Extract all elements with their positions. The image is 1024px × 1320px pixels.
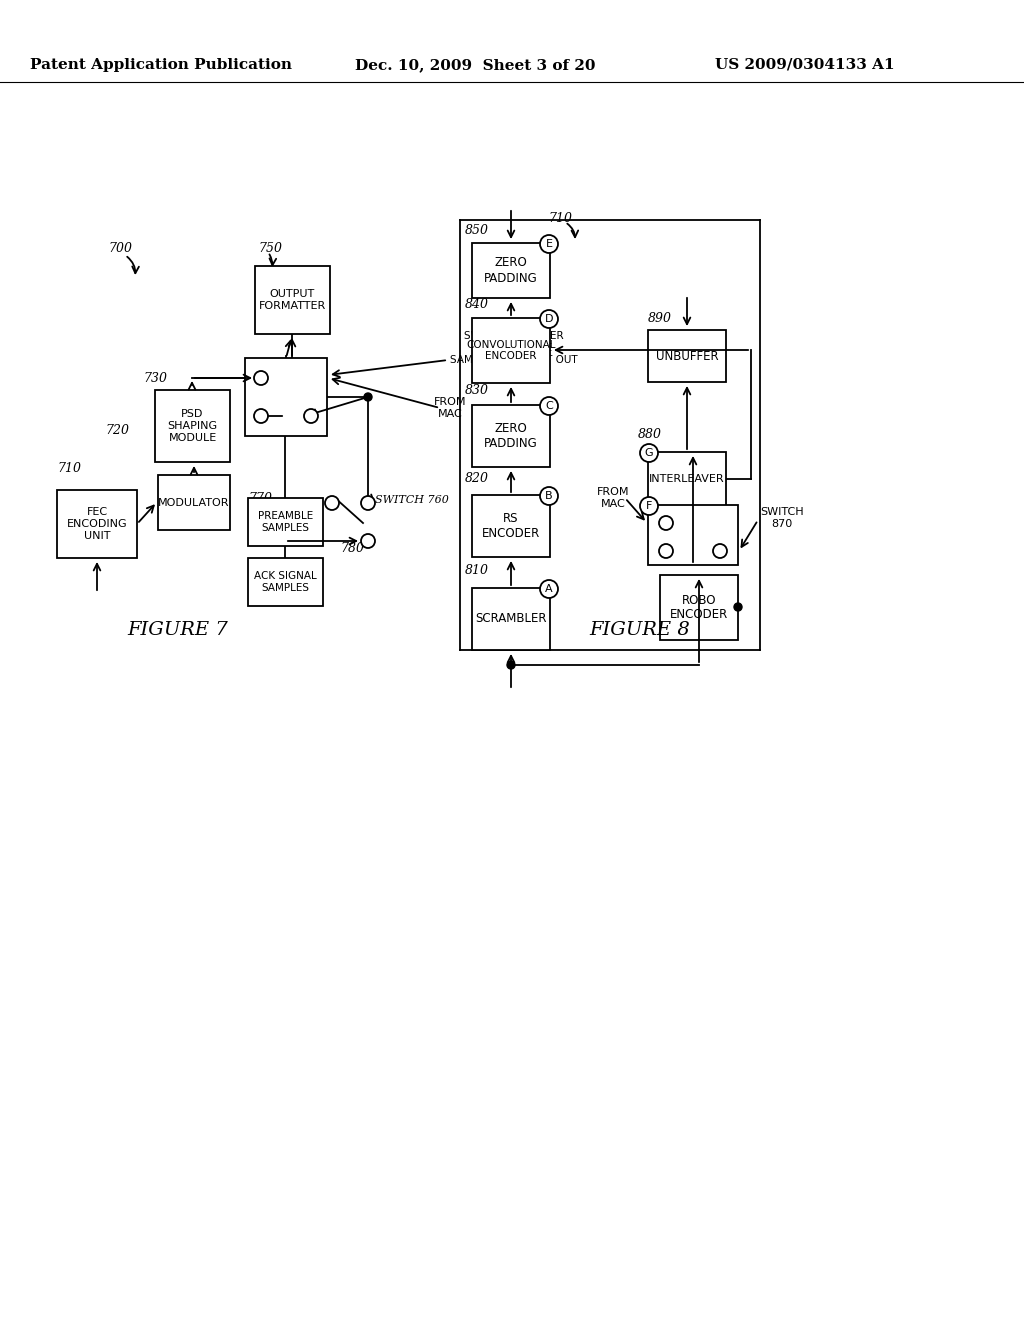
Text: PSD
SHAPING
MODULE: PSD SHAPING MODULE [168, 409, 217, 442]
Circle shape [364, 393, 372, 401]
Text: RS
ENCODER: RS ENCODER [482, 512, 540, 540]
Text: 710: 710 [57, 462, 81, 474]
Bar [255, 267, 330, 334]
Text: ACK SIGNAL
SAMPLES: ACK SIGNAL SAMPLES [254, 572, 316, 593]
Text: 700: 700 [108, 242, 132, 255]
Circle shape [540, 235, 558, 253]
Circle shape [507, 661, 515, 669]
Text: FROM
MAC: FROM MAC [434, 397, 466, 418]
Bar [660, 576, 738, 640]
Bar [158, 475, 230, 531]
Text: E: E [546, 239, 553, 249]
Text: Dec. 10, 2009  Sheet 3 of 20: Dec. 10, 2009 Sheet 3 of 20 [355, 58, 596, 73]
Bar [472, 587, 550, 649]
Text: SWITCH 760: SWITCH 760 [375, 495, 449, 506]
Text: 720: 720 [105, 424, 129, 437]
Bar [472, 405, 550, 467]
Text: B: B [545, 491, 553, 502]
Text: FROM
MAC: FROM MAC [597, 487, 630, 508]
Circle shape [540, 397, 558, 414]
Text: 850: 850 [465, 223, 489, 236]
Text: SCRAMBLER: SCRAMBLER [475, 612, 547, 626]
Bar [155, 389, 230, 462]
Bar [472, 495, 550, 557]
Text: G: G [645, 447, 653, 458]
Text: ROBO
ENCODER: ROBO ENCODER [670, 594, 728, 622]
Circle shape [640, 498, 658, 515]
Bar [648, 506, 738, 565]
Bar [245, 358, 327, 436]
Text: 750: 750 [258, 242, 282, 255]
Text: 830: 830 [465, 384, 489, 396]
Circle shape [540, 310, 558, 327]
Text: PREAMBLE
SAMPLES: PREAMBLE SAMPLES [258, 511, 313, 533]
Circle shape [254, 371, 268, 385]
Text: CONVOLUTIONAL
ENCODER: CONVOLUTIONAL ENCODER [466, 339, 556, 362]
Circle shape [540, 579, 558, 598]
Circle shape [540, 487, 558, 506]
Text: OUTPUT
FORMATTER: OUTPUT FORMATTER [259, 289, 326, 310]
Text: D: D [545, 314, 553, 323]
Bar [648, 330, 726, 381]
Circle shape [659, 544, 673, 558]
Bar [472, 243, 550, 298]
Text: ZERO
PADDING: ZERO PADDING [484, 422, 538, 450]
Circle shape [640, 444, 658, 462]
Text: SWITCH
870: SWITCH 870 [760, 507, 804, 529]
Text: A: A [545, 583, 553, 594]
Circle shape [361, 535, 375, 548]
Text: FIGURE 7: FIGURE 7 [128, 620, 228, 639]
Text: 820: 820 [465, 471, 489, 484]
Text: 710: 710 [548, 211, 572, 224]
Text: UNBUFFER: UNBUFFER [655, 350, 718, 363]
Text: FEC
ENCODING
UNIT: FEC ENCODING UNIT [67, 507, 127, 541]
Text: 810: 810 [465, 564, 489, 577]
Text: 780: 780 [340, 541, 364, 554]
Bar [248, 558, 323, 606]
Circle shape [304, 409, 318, 422]
Circle shape [659, 516, 673, 531]
Circle shape [254, 409, 268, 422]
Bar [648, 451, 726, 507]
Text: SWITCH 740 AFTER
ALL PREAMBLE
SAMPLES ARE SENT OUT: SWITCH 740 AFTER ALL PREAMBLE SAMPLES AR… [450, 331, 578, 364]
Text: 860: 860 [648, 552, 672, 565]
Text: INTERLEAVER: INTERLEAVER [649, 474, 725, 484]
Text: 840: 840 [465, 298, 489, 312]
Circle shape [734, 603, 742, 611]
Text: 890: 890 [648, 312, 672, 325]
Text: F: F [646, 502, 652, 511]
Text: 730: 730 [143, 371, 167, 384]
Text: Patent Application Publication: Patent Application Publication [30, 58, 292, 73]
Text: US 2009/0304133 A1: US 2009/0304133 A1 [715, 58, 895, 73]
Circle shape [325, 496, 339, 510]
Bar [472, 318, 550, 383]
Circle shape [713, 544, 727, 558]
Text: FIGURE 8: FIGURE 8 [590, 620, 690, 639]
Text: 770: 770 [248, 491, 272, 504]
Bar [57, 490, 137, 558]
Circle shape [361, 496, 375, 510]
Bar [248, 498, 323, 546]
Text: 880: 880 [638, 429, 662, 441]
Text: MODULATOR: MODULATOR [159, 498, 229, 507]
Text: ZERO
PADDING: ZERO PADDING [484, 256, 538, 285]
Text: C: C [545, 401, 553, 411]
